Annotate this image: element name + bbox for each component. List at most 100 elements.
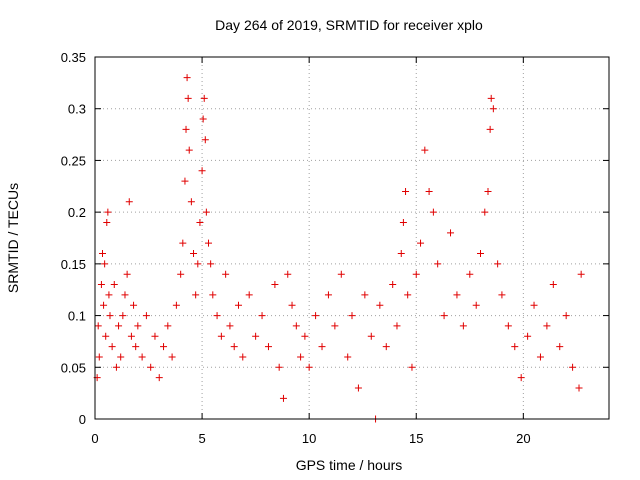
data-point (142, 312, 150, 320)
y-tick-label: 0.25 (61, 153, 86, 168)
data-point (447, 229, 455, 237)
data-point (207, 260, 215, 268)
data-point (484, 187, 492, 195)
data-point (187, 198, 195, 206)
data-point (517, 374, 525, 382)
data-point (112, 363, 120, 371)
data-point (481, 208, 489, 216)
data-point (393, 322, 401, 330)
data-point (367, 332, 375, 340)
chart-title: Day 264 of 2019, SRMTID for receiver xpl… (215, 17, 483, 33)
data-point (102, 332, 110, 340)
data-point (337, 270, 345, 278)
data-point (245, 291, 253, 299)
data-point (389, 281, 397, 289)
data-point (198, 167, 206, 175)
data-point (110, 281, 118, 289)
data-point (361, 291, 369, 299)
data-point (417, 239, 425, 247)
data-point (100, 301, 108, 309)
data-point (318, 343, 326, 351)
data-point (562, 312, 570, 320)
data-point (119, 312, 127, 320)
data-point (530, 301, 538, 309)
y-axis-title: SRMTID / TECUs (5, 183, 21, 293)
data-point (179, 239, 187, 247)
data-point (402, 187, 410, 195)
data-point (399, 218, 407, 226)
data-point (132, 343, 140, 351)
data-point (504, 322, 512, 330)
y-tick-label: 0 (79, 412, 86, 427)
data-point (324, 291, 332, 299)
data-point (556, 343, 564, 351)
data-point (95, 353, 103, 361)
data-point (494, 260, 502, 268)
data-point (190, 250, 198, 258)
plot-frame (94, 56, 610, 420)
x-tick-label: 15 (409, 431, 423, 446)
data-point (217, 332, 225, 340)
data-point (312, 312, 320, 320)
data-point (147, 363, 155, 371)
data-point (222, 270, 230, 278)
data-point (213, 312, 221, 320)
data-point (97, 281, 105, 289)
data-point (453, 291, 461, 299)
data-point (577, 270, 585, 278)
y-tick-label: 0.1 (68, 309, 86, 324)
y-tick-label: 0.35 (61, 50, 86, 65)
data-point (121, 291, 129, 299)
grid-lines (95, 57, 609, 419)
data-points (93, 74, 585, 423)
data-point (106, 312, 114, 320)
data-point (498, 291, 506, 299)
y-tick-label: 0.15 (61, 257, 86, 272)
data-point (459, 322, 467, 330)
data-point (258, 312, 266, 320)
data-point (434, 260, 442, 268)
data-point (155, 374, 163, 382)
data-point (412, 270, 420, 278)
data-point (301, 332, 309, 340)
data-point (172, 301, 180, 309)
data-point (524, 332, 532, 340)
data-point (108, 343, 116, 351)
data-point (201, 136, 209, 144)
data-point (288, 301, 296, 309)
data-point (138, 353, 146, 361)
x-tick-label: 20 (516, 431, 530, 446)
data-point (194, 260, 202, 268)
data-point (440, 312, 448, 320)
data-point (569, 363, 577, 371)
data-point (94, 322, 102, 330)
data-point (279, 394, 287, 402)
data-point (344, 353, 352, 361)
data-point (104, 208, 112, 216)
data-point (160, 343, 168, 351)
data-point (181, 177, 189, 185)
data-point (127, 332, 135, 340)
data-point (543, 322, 551, 330)
data-point (185, 146, 193, 154)
data-point (421, 146, 429, 154)
data-point (536, 353, 544, 361)
data-point (429, 208, 437, 216)
data-point (477, 250, 484, 258)
data-point (489, 105, 497, 113)
data-point (397, 250, 405, 258)
data-point (376, 301, 384, 309)
data-point (487, 94, 495, 102)
data-point (230, 343, 238, 351)
data-point (305, 363, 313, 371)
data-point (354, 384, 362, 392)
data-point (408, 363, 416, 371)
data-point (103, 218, 111, 226)
data-point (184, 94, 192, 102)
data-point (466, 270, 474, 278)
x-tick-label: 0 (91, 431, 98, 446)
y-tick-label: 0.3 (68, 102, 86, 117)
data-point (226, 322, 234, 330)
